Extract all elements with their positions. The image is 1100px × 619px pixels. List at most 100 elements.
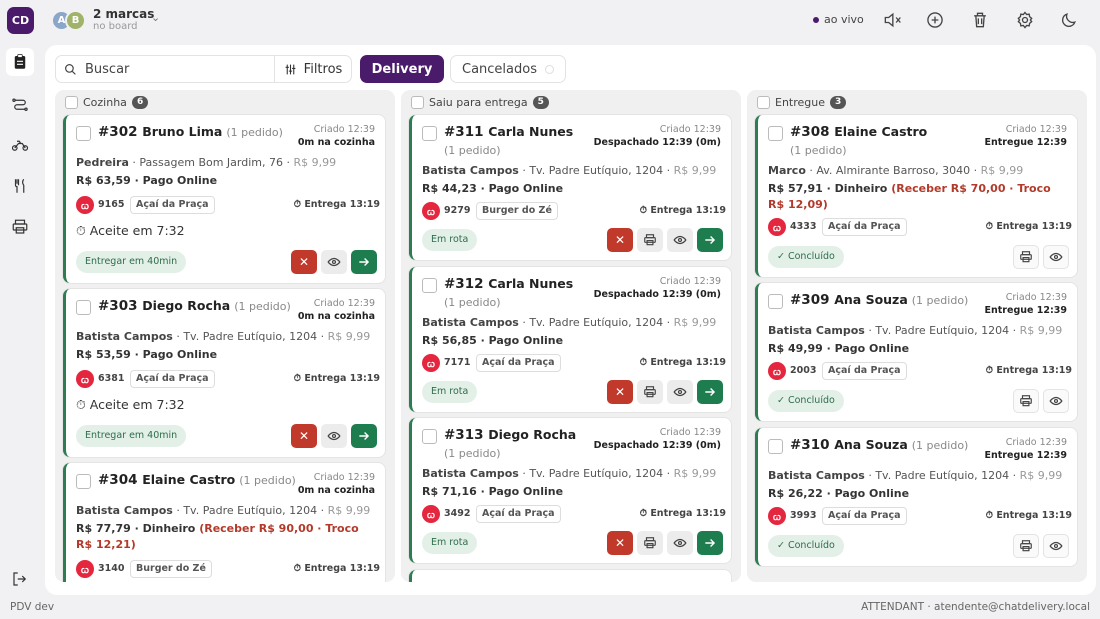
- logout-button[interactable]: [9, 568, 31, 590]
- cancel-order-button[interactable]: ✕: [607, 380, 633, 404]
- address: Batista Campos · Tv. Padre Eutíquio, 120…: [768, 324, 1062, 337]
- street: · Tv. Padre Eutíquio, 1204 ·: [518, 164, 674, 177]
- payment-info: R$ 26,22 · Pago Online: [768, 486, 1068, 502]
- select-all-checkbox[interactable]: [757, 96, 770, 109]
- order-card[interactable]: #313 Diego Rocha (1 pedido) Criado 12:39…: [409, 418, 731, 563]
- neighborhood: Pedreira: [76, 156, 129, 169]
- order-checkbox[interactable]: [422, 429, 437, 444]
- card-actions: ✕: [291, 424, 377, 448]
- order-checkbox[interactable]: [76, 300, 91, 315]
- advance-order-button[interactable]: [351, 250, 377, 274]
- order-id: #310: [790, 437, 830, 453]
- payment-info: R$ 53,59 · Pago Online: [76, 347, 376, 363]
- street: · Tv. Padre Eutíquio, 1204 ·: [172, 504, 328, 517]
- view-order-button[interactable]: [1043, 534, 1069, 558]
- tab-delivery[interactable]: Delivery: [360, 55, 444, 83]
- address: Batista Campos · Tv. Padre Eutíquio, 120…: [422, 164, 716, 177]
- cancel-order-button[interactable]: ✕: [607, 531, 633, 555]
- cancel-order-button[interactable]: ✕: [607, 228, 633, 252]
- sidebar-item-orders[interactable]: [6, 48, 34, 76]
- order-card[interactable]: #310 Ana Souza (1 pedido) Criado 12:39 En…: [755, 428, 1077, 566]
- view-order-button[interactable]: [1043, 389, 1069, 413]
- delivery-time: ⏱ Entrega 13:19: [639, 508, 726, 519]
- street: · Tv. Padre Eutíquio, 1204 ·: [864, 469, 1020, 482]
- select-all-checkbox[interactable]: [411, 96, 424, 109]
- order-card[interactable]: [409, 570, 731, 582]
- sidebar-item-routes[interactable]: [9, 93, 31, 115]
- delivery-time-label: Entrega 13:19: [996, 365, 1072, 376]
- print-order-button[interactable]: [1013, 245, 1039, 269]
- order-checkbox[interactable]: [768, 294, 783, 309]
- order-card[interactable]: #302 Bruno Lima (1 pedido) Criado 12:39 0…: [63, 115, 385, 283]
- view-order-button[interactable]: [667, 228, 693, 252]
- live-status: ao vivo: [813, 13, 864, 26]
- order-meta: ꞷ 9165 Açaí da Praça ⏱ Entrega 13:19: [76, 196, 380, 216]
- payment-amount: R$ 26,22 · Pago Online: [768, 487, 910, 500]
- printer-icon: [1020, 395, 1032, 407]
- status-chip: Em rota: [422, 229, 478, 251]
- cancel-order-button[interactable]: ✕: [291, 424, 317, 448]
- add-circle-icon[interactable]: [925, 10, 945, 30]
- print-order-button[interactable]: [637, 531, 663, 555]
- trash-icon[interactable]: [970, 10, 990, 30]
- board-avatars[interactable]: A B: [51, 10, 91, 32]
- print-order-button[interactable]: [637, 380, 663, 404]
- print-order-button[interactable]: [1013, 534, 1039, 558]
- sidebar-item-couriers[interactable]: [9, 134, 31, 156]
- sidebar-item-printer[interactable]: [9, 216, 31, 238]
- view-order-button[interactable]: [667, 380, 693, 404]
- created-time: Criado 12:39: [313, 124, 375, 135]
- order-card[interactable]: #308 Elaine Castro (1 pedido) Criado 12:…: [755, 115, 1077, 277]
- order-checkbox[interactable]: [768, 126, 783, 141]
- delivery-fee: R$ 9,99: [1019, 324, 1063, 337]
- cancel-order-button[interactable]: ✕: [291, 250, 317, 274]
- view-order-button[interactable]: [1043, 245, 1069, 269]
- printer-icon: [644, 537, 656, 549]
- order-checkbox[interactable]: [76, 126, 91, 141]
- search-input[interactable]: [85, 61, 255, 77]
- search-icon: [65, 63, 76, 75]
- payment-amount: R$ 71,16 · Pago Online: [422, 485, 564, 498]
- order-card[interactable]: #312 Carla Nunes (1 pedido) Criado 12:39…: [409, 267, 731, 412]
- order-count: (1 pedido): [444, 296, 501, 309]
- brand-logo[interactable]: CD: [7, 7, 34, 34]
- order-code: 3993: [790, 510, 817, 521]
- order-card[interactable]: #303 Diego Rocha (1 pedido) Criado 12:39 …: [63, 289, 385, 457]
- search-box[interactable]: [55, 55, 275, 83]
- advance-order-button[interactable]: [697, 531, 723, 555]
- order-card[interactable]: #309 Ana Souza (1 pedido) Criado 12:39 En…: [755, 283, 1077, 421]
- payment-info: R$ 57,91 · Dinheiro (Receber R$ 70,00 · …: [768, 181, 1068, 213]
- order-id: #311: [444, 124, 484, 140]
- advance-order-button[interactable]: [351, 424, 377, 448]
- tab-cancelled[interactable]: Cancelados: [450, 55, 566, 83]
- view-order-button[interactable]: [321, 250, 347, 274]
- print-order-button[interactable]: [1013, 389, 1039, 413]
- board-selector[interactable]: 2 marcas no board: [93, 7, 154, 32]
- order-checkbox[interactable]: [768, 439, 783, 454]
- gear-icon[interactable]: [1015, 10, 1035, 30]
- mute-icon[interactable]: [882, 10, 902, 30]
- delivery-time-label: Entrega 13:19: [304, 199, 380, 210]
- order-checkbox[interactable]: [422, 278, 437, 293]
- chevron-down-icon[interactable]: ⌄: [151, 11, 161, 24]
- delivery-fee: R$ 9,99: [327, 504, 371, 517]
- moon-icon[interactable]: [1059, 10, 1079, 30]
- view-order-button[interactable]: [321, 424, 347, 448]
- eye-icon: [1049, 541, 1063, 551]
- board-subtitle: no board: [93, 21, 138, 32]
- select-all-checkbox[interactable]: [65, 96, 78, 109]
- filters-button[interactable]: Filtros: [275, 55, 352, 83]
- print-order-button[interactable]: [637, 228, 663, 252]
- customer-name: Carla Nunes: [488, 276, 574, 291]
- advance-order-button[interactable]: [697, 228, 723, 252]
- order-code: 4333: [790, 221, 817, 232]
- created-time: Criado 12:39: [1005, 292, 1067, 303]
- advance-order-button[interactable]: [697, 380, 723, 404]
- order-checkbox[interactable]: [422, 126, 437, 141]
- order-card[interactable]: #304 Elaine Castro (1 pedido) Criado 12:3…: [63, 463, 385, 582]
- order-card[interactable]: #311 Carla Nunes (1 pedido) Criado 12:39…: [409, 115, 731, 260]
- neighborhood: Batista Campos: [768, 324, 865, 337]
- view-order-button[interactable]: [667, 531, 693, 555]
- order-checkbox[interactable]: [76, 474, 91, 489]
- sidebar-item-kitchen[interactable]: [9, 175, 31, 197]
